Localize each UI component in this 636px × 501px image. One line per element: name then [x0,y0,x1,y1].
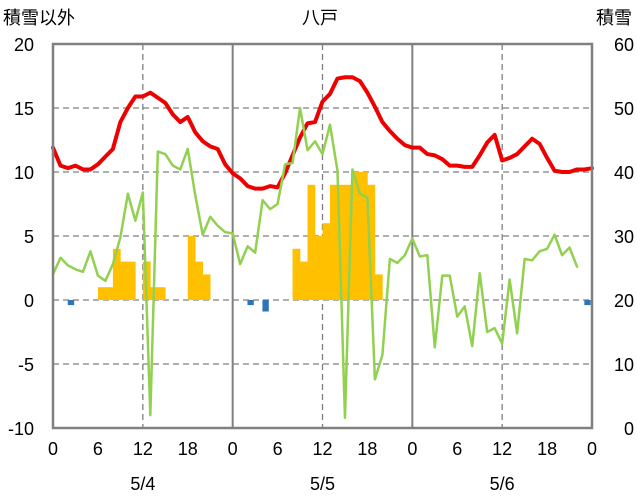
yellow-bar [329,184,338,300]
left-tick-label: 0 [24,291,34,311]
x-hour-label: 6 [93,439,103,459]
yellow-bar [300,261,308,300]
yellow-bar [97,287,106,300]
yellow-bar [367,184,376,300]
right-tick-label: 40 [614,163,634,183]
x-hour-label: 12 [133,439,153,459]
yellow-bar [374,274,383,300]
yellow-bar [202,274,211,300]
yellow-bar [195,261,204,300]
yellow-bar [120,261,129,300]
yellow-bar [337,184,346,300]
blue-bar-series [67,300,591,312]
left-tick-label: -5 [18,355,34,375]
x-hour-label: 6 [273,439,283,459]
yellow-bar [292,248,301,300]
yellow-bar [105,287,114,300]
right-axis-label: 積雪 [596,8,632,29]
x-hour-ticks: 0 6 12 18 0 6 12 18 0 6 12 18 0 [48,439,597,459]
left-tick-label: 15 [14,99,34,119]
blue-bar [67,300,75,306]
right-tick-label: 30 [614,227,634,247]
yellow-bar [352,172,361,300]
yellow-bar [322,223,331,300]
frame-border [51,42,594,430]
x-hour-label: 18 [178,439,198,459]
x-hour-label: 0 [228,439,238,459]
x-hour-label: 12 [492,439,512,459]
yellow-bar [315,236,323,300]
chart-title: 八戸 [302,8,338,29]
blue-bar [247,300,254,306]
red-line [51,75,594,191]
line-series [51,75,594,420]
green-line [51,106,579,420]
yellow-bar [187,236,196,300]
yellow-bar [112,248,121,300]
left-tick-label: 20 [14,35,34,55]
yellow-bar [344,184,353,300]
x-date-label: 5/5 [310,474,335,494]
right-tick-label: 0 [624,419,634,439]
yellow-bar [157,287,166,300]
left-tick-label: 10 [14,163,34,183]
left-y-axis-ticks: 20 15 10 5 0 -5 -10 [8,35,34,439]
right-y-axis-ticks: 60 50 40 30 20 10 0 [614,35,634,439]
x-hour-label: 0 [48,439,58,459]
right-tick-label: 60 [614,35,634,55]
plot-frame [51,42,594,430]
blue-bar [262,300,269,312]
right-tick-label: 20 [614,291,634,311]
x-hour-label: 6 [452,439,462,459]
x-date-label: 5/6 [490,474,515,494]
left-axis-label: 積雪以外 [3,8,75,29]
left-tick-label: 5 [24,227,34,247]
yellow-bar [127,261,136,300]
x-hour-label: 12 [312,439,332,459]
x-hour-label: 0 [407,439,417,459]
x-hour-label: 18 [537,439,557,459]
left-tick-label: -10 [8,419,34,439]
x-date-labels: 5/4 5/5 5/6 [130,474,514,494]
yellow-bar [307,184,316,300]
right-tick-label: 50 [614,99,634,119]
x-hour-label: 0 [587,439,597,459]
right-tick-label: 10 [614,355,634,375]
yellow-bar [359,172,368,300]
blue-bar [584,300,591,306]
x-hour-label: 18 [357,439,377,459]
x-date-label: 5/4 [130,474,155,494]
